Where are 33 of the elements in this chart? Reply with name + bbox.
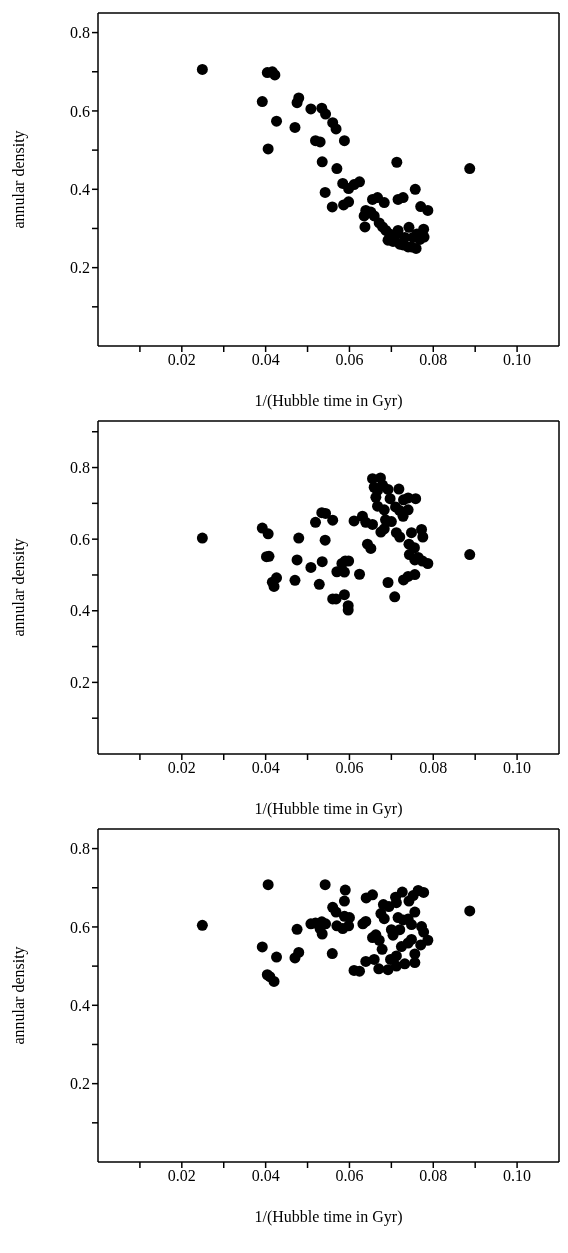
y-tick-label: 0.8	[70, 459, 90, 477]
y-tick-label: 0.2	[70, 674, 90, 692]
x-axis-title: 1/(Hubble time in Gyr)	[254, 392, 403, 410]
y-axis-title: annular density	[9, 946, 28, 1045]
y-tick-label: 0.4	[70, 180, 90, 198]
x-axis-title: 1/(Hubble time in Gyr)	[254, 800, 403, 818]
x-tick-label: 0.02	[167, 1167, 196, 1185]
x-tick-label: 0.06	[335, 351, 364, 369]
y-tick-label: 0.6	[70, 918, 90, 936]
y-tick-label: 0.6	[70, 530, 90, 548]
x-tick-label: 0.04	[251, 351, 280, 369]
x-tick-label: 0.04	[251, 1167, 280, 1185]
x-tick-label: 0.08	[419, 351, 448, 369]
y-tick-label: 0.6	[70, 102, 90, 120]
x-tick-label: 0.04	[251, 759, 280, 777]
x-axis-title: 1/(Hubble time in Gyr)	[254, 1208, 403, 1226]
y-tick-label: 0.2	[70, 1075, 90, 1093]
x-tick-label: 0.08	[419, 759, 448, 777]
x-tick-label: 0.02	[167, 759, 196, 777]
x-tick-label: 0.08	[419, 1167, 448, 1185]
y-tick-label: 0.4	[70, 996, 90, 1014]
x-tick-label: 0.10	[503, 351, 532, 369]
x-tick-label: 0.10	[503, 1167, 532, 1185]
x-tick-label: 0.02	[167, 351, 196, 369]
x-tick-label: 0.06	[335, 759, 364, 777]
y-axis-title: annular density	[9, 538, 28, 637]
x-tick-label: 0.06	[335, 1167, 364, 1185]
y-axis-title: annular density	[9, 130, 28, 229]
y-tick-label: 0.8	[70, 840, 90, 858]
y-tick-label: 0.2	[70, 259, 90, 277]
y-tick-label: 0.8	[70, 24, 90, 42]
y-tick-label: 0.4	[70, 602, 90, 620]
x-tick-label: 0.10	[503, 759, 532, 777]
